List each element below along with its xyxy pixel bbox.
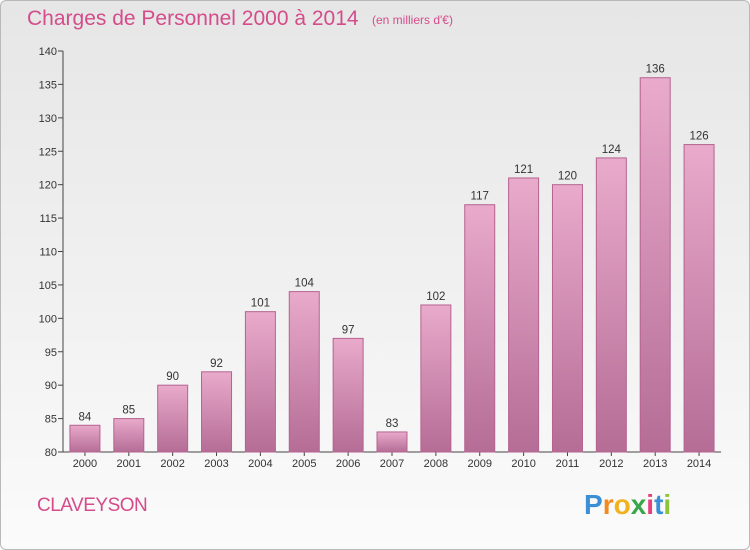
value-label-2004: 101 bbox=[251, 298, 270, 310]
x-tick-label-2010: 2010 bbox=[511, 458, 535, 470]
x-tick-label-2008: 2008 bbox=[424, 458, 448, 470]
value-label-2000: 84 bbox=[79, 411, 92, 423]
x-tick-label-2011: 2011 bbox=[556, 458, 580, 470]
x-tick-label-2013: 2013 bbox=[643, 458, 667, 470]
x-tick-label-2007: 2007 bbox=[380, 458, 404, 470]
x-tick-label-2001: 2001 bbox=[117, 458, 141, 470]
value-label-2002: 90 bbox=[166, 371, 179, 383]
value-label-2006: 97 bbox=[342, 324, 355, 336]
chart-title: Charges de Personnel 2000 à 2014 bbox=[27, 7, 359, 30]
x-tick-label-2009: 2009 bbox=[467, 458, 491, 470]
bar-2000 bbox=[69, 424, 101, 453]
value-label-2014: 126 bbox=[689, 131, 708, 143]
bar-2007 bbox=[376, 431, 408, 453]
value-label-2012: 124 bbox=[602, 144, 622, 156]
y-tick-label: 90 bbox=[45, 380, 57, 392]
x-tick-label-2012: 2012 bbox=[599, 458, 623, 470]
bars: 84 85 90 92 101 104 97 83 102 117 121 120 124 136 126 bbox=[69, 64, 715, 453]
bar-2001 bbox=[113, 418, 145, 453]
y-tick-label: 120 bbox=[39, 180, 57, 192]
y-tick-label: 105 bbox=[39, 280, 57, 292]
bar-2014 bbox=[683, 144, 715, 453]
y-tick-label: 80 bbox=[45, 447, 57, 459]
bar-2009 bbox=[464, 204, 496, 453]
proxiti-logo[interactable]: Proxiti bbox=[584, 489, 671, 521]
value-label-2011: 120 bbox=[558, 171, 577, 183]
value-label-2009: 117 bbox=[471, 191, 489, 203]
value-label-2005: 104 bbox=[295, 278, 315, 290]
bar-2004 bbox=[244, 311, 276, 453]
bar-2003 bbox=[201, 371, 233, 453]
value-label-2001: 85 bbox=[122, 405, 135, 417]
bar-2012 bbox=[595, 157, 627, 453]
y-tick-label: 100 bbox=[39, 313, 57, 325]
y-tick-label: 95 bbox=[45, 347, 57, 359]
bar-2010 bbox=[508, 177, 540, 453]
y-tick-label: 110 bbox=[39, 247, 57, 259]
x-tick-label-2004: 2004 bbox=[248, 458, 272, 470]
y-tick-label: 115 bbox=[39, 213, 57, 225]
x-tick-label-2002: 2002 bbox=[160, 458, 184, 470]
bar-2008 bbox=[420, 304, 452, 453]
x-tick-label-2005: 2005 bbox=[292, 458, 316, 470]
bar-2011 bbox=[551, 184, 583, 453]
x-tick-label-2000: 2000 bbox=[73, 458, 97, 470]
logo-letter: x bbox=[630, 489, 647, 520]
logo-letter: P bbox=[584, 489, 603, 520]
logo-letter: o bbox=[613, 489, 631, 520]
bar-2013 bbox=[639, 77, 671, 453]
y-tick-label: 140 bbox=[39, 46, 57, 58]
logo-letter: t bbox=[654, 489, 664, 520]
y-tick-label: 130 bbox=[39, 113, 57, 125]
logo-letter: r bbox=[602, 489, 614, 520]
y-tick-label: 125 bbox=[39, 146, 57, 158]
x-tick-label-2003: 2003 bbox=[204, 458, 228, 470]
value-label-2010: 121 bbox=[514, 164, 533, 176]
logo-letter: i bbox=[663, 489, 672, 520]
value-label-2007: 83 bbox=[386, 418, 399, 430]
x-tick-label-2006: 2006 bbox=[336, 458, 360, 470]
bar-2002 bbox=[157, 384, 189, 453]
place-name: CLAVEYSON bbox=[37, 495, 148, 516]
chart-subtitle: (en milliers d'€) bbox=[372, 13, 453, 27]
value-label-2008: 102 bbox=[426, 291, 445, 303]
logo-letter: i bbox=[646, 489, 655, 520]
x-tick-label-2014: 2014 bbox=[687, 458, 711, 470]
bar-2005 bbox=[288, 291, 320, 453]
value-label-2003: 92 bbox=[210, 358, 223, 370]
value-label-2013: 136 bbox=[646, 64, 665, 76]
bar-2006 bbox=[332, 337, 364, 453]
y-tick-label: 135 bbox=[39, 79, 57, 91]
y-tick-label: 85 bbox=[45, 414, 57, 426]
